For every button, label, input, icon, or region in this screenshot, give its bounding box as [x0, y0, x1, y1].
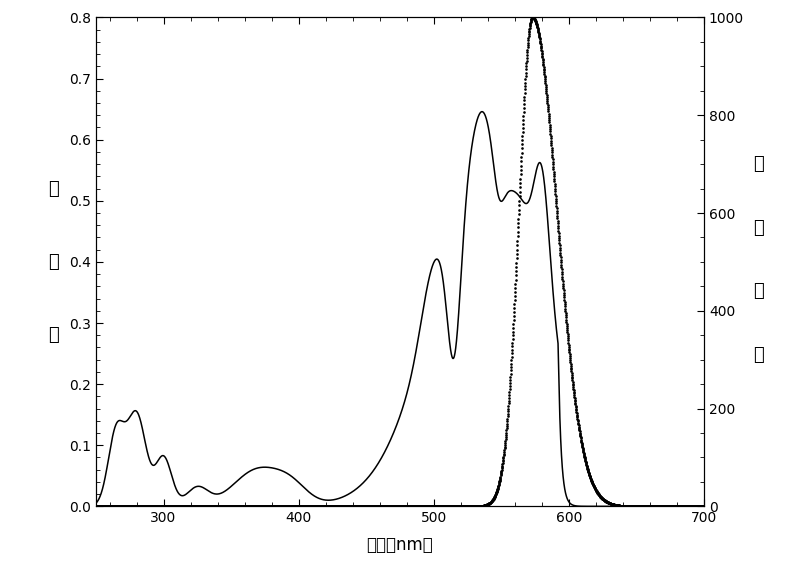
Text: 光: 光	[754, 346, 764, 364]
X-axis label: 波长（nm）: 波长（nm）	[366, 536, 434, 554]
Text: 对: 对	[754, 219, 764, 237]
Text: 度: 度	[48, 327, 59, 344]
Text: 相: 相	[754, 155, 764, 173]
Text: 吸: 吸	[48, 180, 59, 197]
Text: 光: 光	[48, 253, 59, 271]
Text: 荧: 荧	[754, 282, 764, 300]
